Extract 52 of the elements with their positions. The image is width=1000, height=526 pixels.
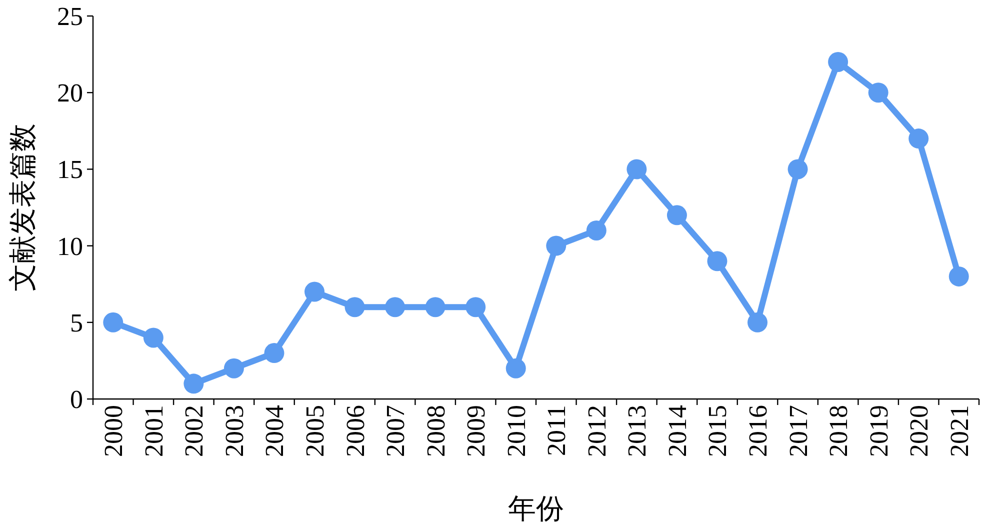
x-tick-label: 2009 — [462, 405, 491, 457]
x-tick-label: 2019 — [864, 405, 894, 457]
x-tick-label: 2010 — [502, 405, 531, 457]
point — [425, 297, 446, 318]
point — [385, 297, 406, 318]
x-tick-label: 2002 — [180, 405, 209, 457]
point — [224, 358, 244, 378]
x-tick-label: 2001 — [139, 405, 168, 457]
x-tick-label: 2006 — [340, 405, 370, 457]
x-tick-label: 2003 — [220, 405, 249, 457]
y-axis-title: 文献发表篇数 — [8, 124, 39, 292]
x-tick-label: 2020 — [904, 405, 934, 457]
y-tick-label: 25 — [57, 2, 83, 31]
x-tick-label: 2018 — [824, 405, 854, 457]
y-tick-label: 5 — [70, 308, 83, 338]
y-tick-label: 10 — [57, 232, 83, 261]
point — [466, 297, 486, 318]
point — [184, 374, 204, 394]
x-tick-label: 2016 — [744, 405, 772, 457]
x-tick-label: 2004 — [260, 405, 290, 457]
point — [546, 236, 566, 256]
point — [344, 297, 365, 318]
x-tick-label: 2021 — [944, 405, 974, 457]
x-tick-label: 2005 — [300, 405, 330, 457]
x-tick-label: 2011 — [542, 405, 572, 456]
point — [948, 266, 969, 286]
x-tick-label: 2014 — [662, 405, 692, 457]
x-tick-label: 2017 — [784, 405, 813, 457]
x-tick-label: 2007 — [381, 405, 410, 457]
point — [304, 282, 324, 302]
point — [103, 312, 124, 332]
point — [586, 220, 606, 240]
x-tick-label: 2008 — [421, 405, 450, 457]
point — [868, 82, 888, 103]
point — [264, 343, 284, 364]
x-tick-label: 2012 — [582, 405, 612, 457]
y-tick-label: 20 — [57, 78, 83, 108]
point — [788, 159, 808, 180]
point — [748, 312, 768, 332]
y-tick-label: 0 — [70, 385, 83, 414]
point — [626, 159, 647, 180]
point — [506, 358, 526, 378]
x-tick-label: 2013 — [622, 405, 652, 457]
y-tick-label: 15 — [57, 155, 83, 184]
point — [707, 251, 728, 272]
point — [143, 328, 164, 348]
point — [828, 52, 848, 72]
point — [908, 128, 929, 149]
x-tick-label: 2000 — [99, 405, 128, 457]
point — [666, 205, 687, 226]
x-tick-label: 2015 — [703, 405, 732, 457]
x-axis-title: 年份 — [508, 494, 564, 525]
